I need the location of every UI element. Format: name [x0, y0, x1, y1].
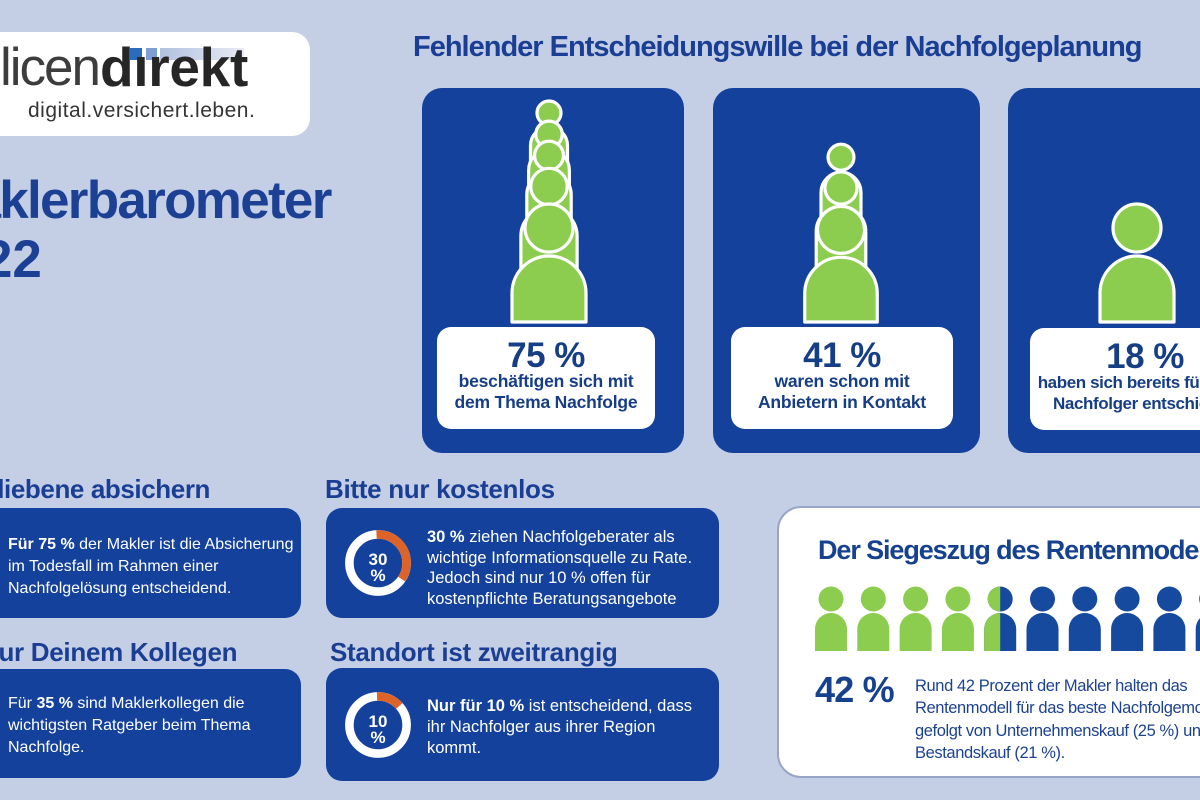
svg-text:30: 30: [369, 550, 388, 569]
svg-text:10: 10: [369, 712, 388, 731]
svg-text:%: %: [370, 728, 385, 747]
svg-text:%: %: [370, 566, 385, 585]
